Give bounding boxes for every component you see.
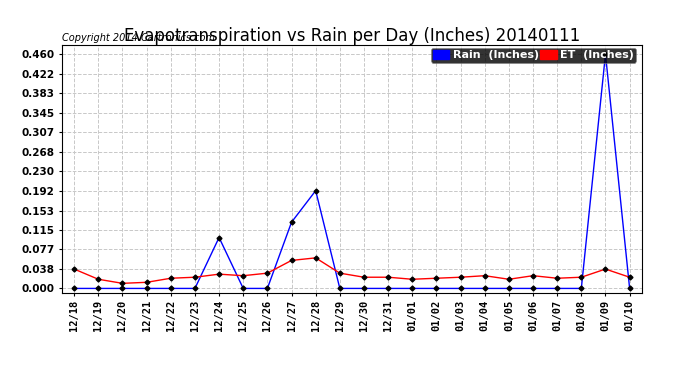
Title: Evapotranspiration vs Rain per Day (Inches) 20140111: Evapotranspiration vs Rain per Day (Inch… [124,27,580,45]
Legend: Rain  (Inches), ET  (Inches): Rain (Inches), ET (Inches) [431,48,636,63]
Text: Copyright 2014 Cartronics.com: Copyright 2014 Cartronics.com [62,33,215,42]
